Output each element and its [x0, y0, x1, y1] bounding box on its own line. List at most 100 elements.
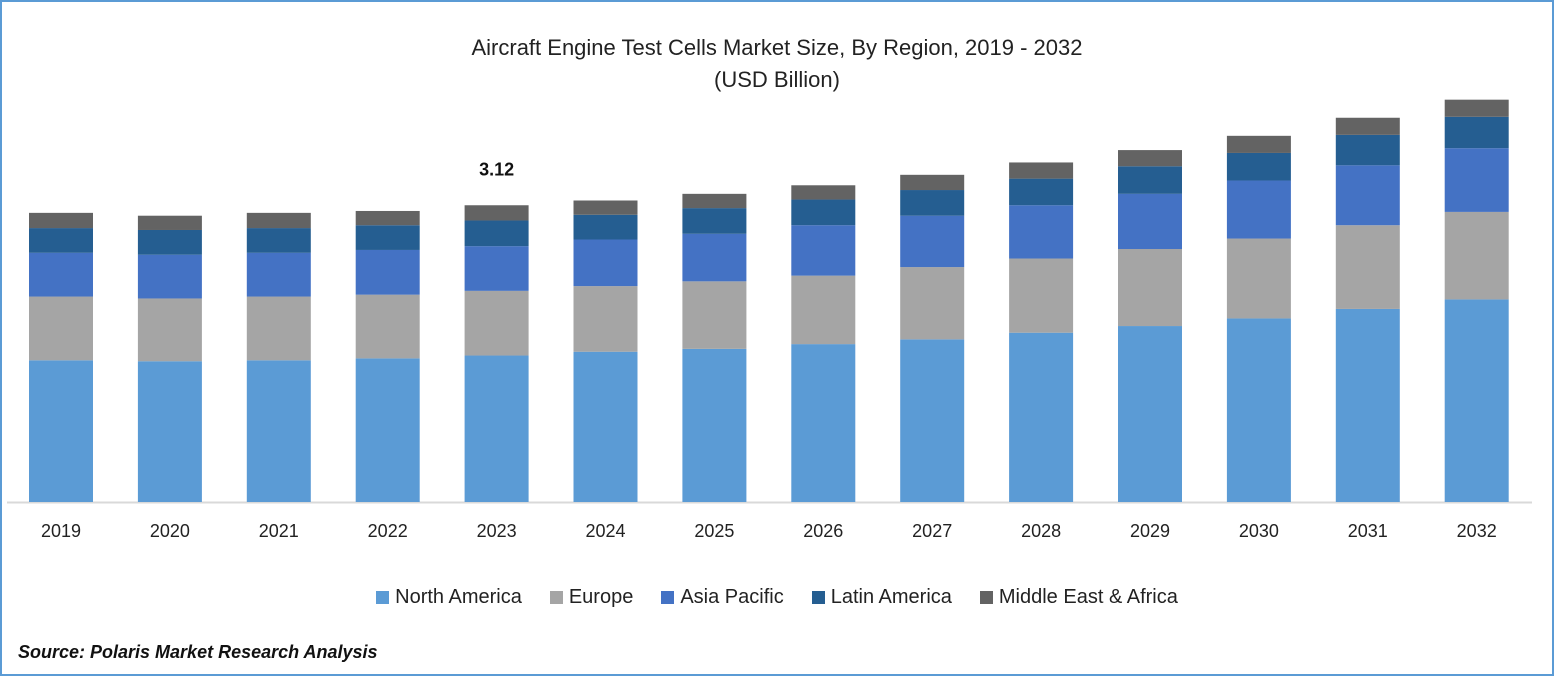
bar-segment-asia-pacific-2019 [29, 252, 93, 297]
x-tick-label: 2024 [585, 521, 625, 541]
bar-segment-latin-america-2021 [246, 228, 311, 253]
bar-segment-latin-america-2030 [1226, 152, 1291, 181]
x-tick-label: 2030 [1239, 521, 1279, 541]
bar-segment-europe-2023 [464, 290, 529, 356]
x-tick-label: 2020 [150, 521, 190, 541]
chart-title-block: Aircraft Engine Test Cells Market Size, … [2, 32, 1552, 96]
x-tick-label: 2032 [1457, 521, 1497, 541]
bar-segment-middle-east-africa-2031 [1335, 117, 1400, 135]
legend-swatch [661, 591, 675, 604]
bar-segment-asia-pacific-2029 [1118, 193, 1182, 250]
bar-segment-north-america-2021 [246, 360, 311, 502]
bar-segment-middle-east-africa-2021 [246, 212, 311, 229]
x-tick-label: 2023 [477, 521, 517, 541]
chart-subtitle: (USD Billion) [714, 67, 840, 92]
source-note: Source: Polaris Market Research Analysis [18, 642, 378, 662]
bar-segment-asia-pacific-2026 [791, 225, 856, 276]
legend-swatch [549, 591, 563, 604]
bar-segment-latin-america-2031 [1335, 134, 1400, 166]
bar-segment-europe-2029 [1118, 249, 1182, 327]
bar-segment-north-america-2025 [682, 348, 747, 502]
bar-segment-north-america-2023 [464, 355, 529, 502]
bar-segment-latin-america-2023 [464, 220, 529, 247]
bar-segment-latin-america-2029 [1118, 166, 1182, 194]
legend-swatch [376, 591, 390, 604]
legend-item: Asia Pacific [661, 586, 784, 609]
bar-segment-europe-2032 [1444, 211, 1509, 300]
bar-segment-europe-2026 [791, 275, 856, 345]
bar-segment-middle-east-africa-2026 [791, 185, 856, 200]
legend-label: Latin America [830, 586, 952, 608]
data-label: 3.12 [479, 159, 514, 179]
bar-segment-middle-east-africa-2029 [1118, 150, 1182, 167]
legend-item: Europe [549, 586, 634, 609]
bar-segment-middle-east-africa-2024 [573, 200, 638, 215]
bar-segment-middle-east-africa-2019 [29, 212, 93, 229]
bar-segment-middle-east-africa-2025 [682, 193, 747, 209]
legend-label: Europe [568, 586, 634, 608]
bar-segment-asia-pacific-2023 [464, 246, 529, 291]
bar-segment-middle-east-africa-2023 [464, 205, 529, 221]
bar-segment-north-america-2027 [900, 339, 965, 502]
x-tick-label: 2022 [368, 521, 408, 541]
bar-segment-middle-east-africa-2032 [1444, 99, 1509, 117]
bar-segment-europe-2024 [573, 286, 638, 352]
bar-segment-latin-america-2024 [573, 214, 638, 240]
bar-segment-asia-pacific-2031 [1335, 165, 1400, 226]
bar-segment-middle-east-africa-2022 [355, 210, 420, 226]
bar-segment-middle-east-africa-2027 [900, 174, 965, 191]
x-tick-label: 2019 [41, 521, 81, 541]
bar-segment-north-america-2026 [791, 344, 856, 502]
bar-segment-latin-america-2032 [1444, 116, 1509, 149]
bar-segment-north-america-2031 [1335, 308, 1400, 502]
bar-segment-asia-pacific-2025 [682, 233, 747, 282]
legend-item: Middle East & Africa [979, 586, 1178, 609]
bar-segment-europe-2030 [1226, 238, 1291, 319]
bar-segment-asia-pacific-2020 [137, 254, 202, 299]
bar-segment-latin-america-2022 [355, 225, 420, 250]
bar-segment-latin-america-2026 [791, 199, 856, 226]
bar-segment-asia-pacific-2024 [573, 239, 638, 287]
x-tick-label: 2026 [803, 521, 843, 541]
legend: North America Europe Asia Pacific Latin Ame… [2, 586, 1552, 609]
bar-segment-north-america-2020 [137, 361, 202, 502]
bar-segment-north-america-2032 [1444, 299, 1509, 502]
bar-segment-europe-2019 [29, 296, 93, 361]
bar-segment-europe-2025 [682, 281, 747, 349]
bar-segment-asia-pacific-2022 [355, 249, 420, 295]
bar-segment-north-america-2029 [1118, 326, 1182, 502]
x-tick-label: 2028 [1021, 521, 1061, 541]
bar-segment-north-america-2024 [573, 351, 638, 502]
bar-segment-middle-east-africa-2030 [1226, 135, 1291, 153]
legend-swatch [811, 591, 825, 604]
bar-segment-latin-america-2027 [900, 190, 965, 216]
x-tick-label: 2029 [1130, 521, 1170, 541]
bar-segment-north-america-2030 [1226, 318, 1291, 502]
bar-segment-asia-pacific-2021 [246, 252, 311, 297]
bar-segment-latin-america-2028 [1009, 178, 1074, 206]
bar-segment-latin-america-2019 [29, 228, 93, 253]
legend-label: Middle East & Africa [998, 586, 1178, 608]
bar-segment-latin-america-2020 [137, 229, 202, 255]
legend-label: Asia Pacific [680, 586, 784, 608]
x-tick-label: 2021 [259, 521, 299, 541]
bar-segment-middle-east-africa-2020 [137, 215, 202, 230]
bar-segment-europe-2028 [1009, 258, 1074, 333]
x-tick-label: 2031 [1348, 521, 1388, 541]
bar-segment-north-america-2028 [1009, 332, 1074, 502]
x-tick-label: 2027 [912, 521, 952, 541]
bar-segment-asia-pacific-2032 [1444, 148, 1509, 212]
bar-segment-europe-2020 [137, 298, 202, 362]
bar-segment-north-america-2019 [29, 360, 93, 502]
chart-title: Aircraft Engine Test Cells Market Size, … [471, 35, 1083, 60]
bar-segment-north-america-2022 [355, 358, 420, 502]
bar-segment-europe-2022 [355, 294, 420, 359]
bar-segment-asia-pacific-2028 [1009, 205, 1074, 259]
bar-segment-europe-2027 [900, 267, 965, 340]
bar-segment-europe-2021 [246, 296, 311, 361]
legend-swatch [979, 591, 993, 604]
bar-segment-asia-pacific-2030 [1226, 180, 1291, 239]
legend-item: North America [376, 586, 522, 609]
